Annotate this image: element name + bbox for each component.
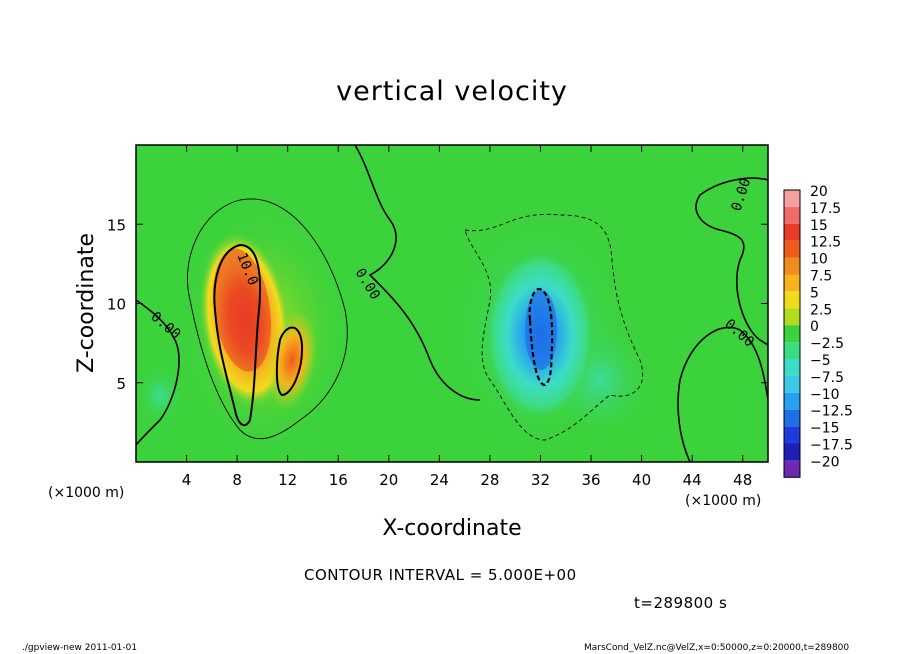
- contour-updraft-outer: [187, 198, 348, 440]
- colorbar-swatch: [784, 375, 800, 393]
- colorbar-swatch: [784, 392, 800, 410]
- contour-zero-top: [354, 145, 481, 401]
- colorbar-label: 7.5: [810, 269, 832, 285]
- colorbar-swatch: [784, 274, 800, 292]
- x-tick-label: 16: [329, 471, 348, 489]
- colorbar-swatch: [784, 257, 800, 275]
- x-tick-label: 4: [182, 471, 192, 489]
- x-tick-label: 32: [531, 471, 550, 489]
- footer-source: MarsCond_VelZ.nc@VelZ,x=0:50000,z=0:2000…: [584, 643, 850, 653]
- colorbar-swatch: [784, 443, 800, 461]
- colorbar-swatch: [784, 240, 800, 258]
- x-axis-label: X-coordinate: [382, 516, 521, 541]
- downdraft-core: [525, 290, 557, 370]
- colorbar-label: 10: [810, 252, 828, 268]
- x-tick-label: 48: [733, 471, 752, 489]
- colorbar-swatch: [784, 308, 800, 326]
- colorbar-label: −2.5: [810, 336, 844, 352]
- x-unit-label-left: (×1000 m): [48, 485, 124, 501]
- x-tick-label: 28: [480, 471, 499, 489]
- contours: [136, 145, 768, 462]
- colorbar-label: −15: [810, 421, 840, 437]
- chart-title: vertical velocity: [336, 76, 568, 107]
- x-tick-label: 20: [379, 471, 398, 489]
- colorbar-label: 0: [810, 319, 819, 335]
- colorbar-swatch: [784, 342, 800, 359]
- contour-zero-bottomright: [677, 326, 768, 462]
- colorbar: 2017.51512.5107.552.50−2.5−5−7.5−10−12.5…: [783, 184, 853, 478]
- x-tick-label: 44: [683, 471, 702, 489]
- x-unit-label-right: (×1000 m): [685, 493, 761, 509]
- weak-downdraft-left: [136, 365, 185, 425]
- colorbar-swatch: [784, 409, 800, 427]
- contour-updraft-second: [275, 326, 304, 397]
- colorbar-label: −10: [810, 387, 840, 403]
- contour-zero-right: [695, 177, 768, 346]
- colorbar-swatch: [784, 325, 800, 343]
- colorbar-swatch: [784, 460, 800, 478]
- velocity-field: [136, 145, 768, 462]
- y-tick-label: 5: [116, 375, 126, 393]
- y-tick-label: 10: [107, 296, 126, 314]
- colorbar-swatch: [784, 223, 800, 241]
- colorbar-label: 5: [810, 285, 819, 301]
- footer-command: ./gpview-new 2011-01-01: [22, 643, 138, 653]
- colorbar-label: −7.5: [810, 370, 844, 386]
- secondary-updraft: [266, 310, 318, 410]
- x-axis: 4 8 12 16 20 24 28 32 36 40 44 48: [182, 145, 752, 489]
- x-tick-label: 36: [581, 471, 600, 489]
- y-axis: 5 10 15: [107, 216, 768, 393]
- colorbar-label: −20: [810, 454, 840, 470]
- colorbar-label: 20: [810, 184, 828, 200]
- x-tick-label: 24: [430, 471, 449, 489]
- x-tick-label: 8: [232, 471, 242, 489]
- time-note: t=289800 s: [634, 594, 728, 612]
- colorbar-swatch: [784, 359, 800, 376]
- colorbar-label: 2.5: [810, 302, 832, 318]
- y-tick-label: 15: [107, 216, 126, 234]
- colorbar-label: 17.5: [810, 201, 841, 217]
- contour-interval-note: CONTOUR INTERVAL = 5.000E+00: [304, 566, 577, 584]
- colorbar-swatch: [784, 206, 800, 224]
- colorbar-swatch: [784, 291, 800, 309]
- colorbar-label: 15: [810, 218, 828, 234]
- colorbar-frame: [783, 189, 801, 478]
- colorbar-swatch: [784, 426, 800, 444]
- x-tick-label: 12: [278, 471, 297, 489]
- contour-downdraft-10: [528, 287, 554, 387]
- colorbar-label: −17.5: [810, 438, 853, 454]
- contour-downdraft-outer: [464, 213, 644, 441]
- colorbar-label: −12.5: [810, 404, 853, 420]
- contour-zero-left: [136, 299, 180, 446]
- x-tick-label: 40: [632, 471, 651, 489]
- colorbar-label: 12.5: [810, 235, 841, 251]
- colorbar-swatch: [784, 190, 800, 207]
- contour-updraft-10: [213, 243, 262, 427]
- colorbar-label: −5: [810, 353, 831, 369]
- y-axis-label: Z-coordinate: [74, 233, 99, 373]
